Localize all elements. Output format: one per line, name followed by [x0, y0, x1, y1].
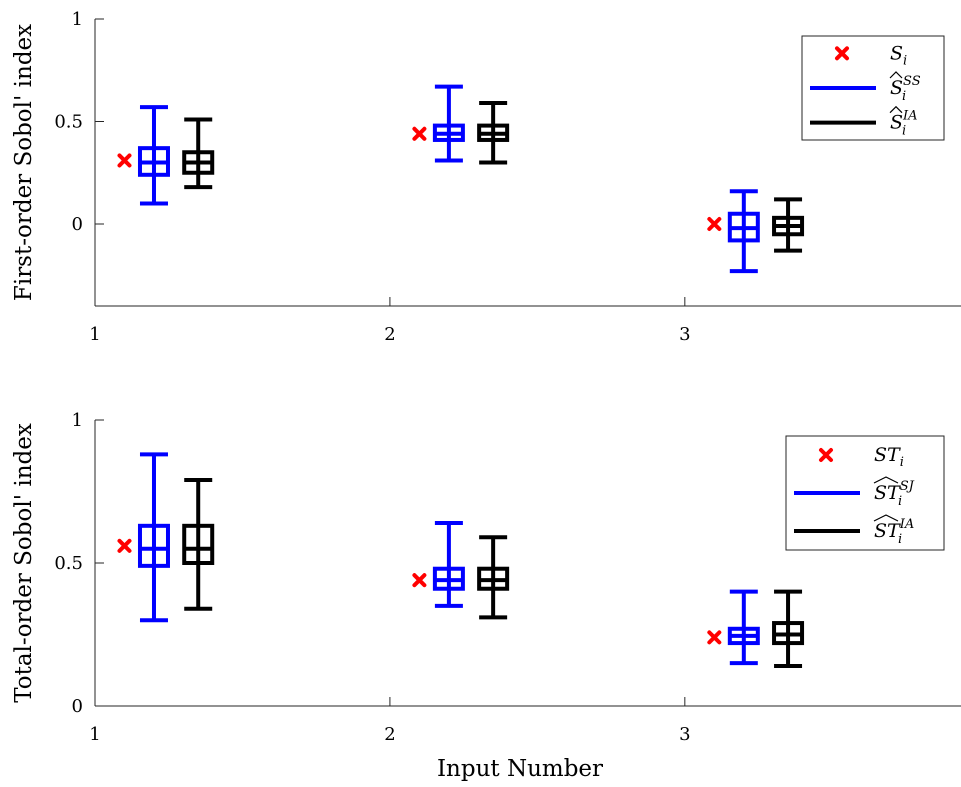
legend-entry: STi [819, 444, 904, 470]
legend-entry: SIA i [810, 105, 918, 139]
x-tick-label: 3 [679, 324, 690, 345]
x-axis-title: Input Number [437, 756, 603, 782]
legend-label: STSJ i [874, 479, 915, 509]
legend-x-icon [835, 46, 849, 61]
box-plot [137, 105, 170, 206]
legend-label: STi [874, 444, 904, 470]
hat-accent [889, 105, 903, 114]
x-tick-label: 2 [384, 324, 395, 345]
legend: Si SSS i SIA i [801, 35, 945, 141]
reference-point-marker [412, 126, 427, 141]
y-axis-title: First-order Sobol' index [11, 24, 37, 301]
hat-accent [873, 514, 899, 522]
legend-entry: Si [835, 42, 907, 68]
box-plot [137, 452, 170, 623]
reference-point-marker [117, 538, 132, 553]
x-mark [412, 573, 427, 588]
legend-entry: STSJ i [794, 476, 915, 509]
y-tick-label: 0.5 [54, 112, 83, 133]
legend: STi STSJ i STIA i [785, 435, 945, 551]
x-tick-label: 1 [89, 724, 100, 745]
reference-point-marker [707, 217, 722, 231]
x-tick-label: 3 [679, 724, 690, 745]
x-mark [412, 126, 427, 141]
y-tick-label: 0 [72, 214, 83, 235]
hat-accent [889, 71, 903, 79]
reference-point-marker [117, 153, 132, 168]
x-tick-label: 1 [89, 324, 100, 345]
box-plot [477, 535, 510, 620]
box-plot [727, 189, 760, 274]
chart-panel-top: 0 0.5 1 1 2 3 First-order Sobol' index Si SSS i SI… [11, 9, 961, 345]
chart-panel-bottom: 0 0.5 1 1 2 3 Total-order Sobol' index Input Nu… [11, 410, 961, 782]
legend-x-icon [819, 448, 833, 462]
box-plot [182, 478, 215, 611]
legend-label: Si [890, 42, 907, 68]
x-mark [707, 217, 722, 231]
box-plot [432, 84, 465, 163]
legend-label: SIA i [890, 109, 918, 139]
box-plot [477, 101, 510, 165]
box-plot [432, 520, 465, 608]
x-mark [707, 630, 722, 645]
box-plot [772, 197, 805, 253]
x-mark [117, 153, 132, 168]
reference-point-marker [412, 573, 427, 588]
box-plot [727, 589, 760, 666]
x-tick-label: 2 [384, 724, 395, 745]
y-tick-label: 0.5 [54, 553, 83, 574]
y-tick-label: 1 [72, 9, 83, 30]
box-plot [182, 117, 215, 190]
legend-entry: STIA i [794, 514, 914, 547]
y-tick-label: 1 [72, 410, 83, 431]
reference-point-marker [707, 630, 722, 645]
hat-accent [873, 476, 899, 484]
y-axis-title: Total-order Sobol' index [11, 423, 37, 703]
y-tick-label: 0 [72, 696, 83, 717]
legend-label: STIA i [874, 517, 914, 547]
legend-label: SSS i [890, 74, 921, 104]
legend-entry: SSS i [810, 71, 921, 104]
x-mark [117, 538, 132, 553]
box-plot [772, 589, 805, 668]
